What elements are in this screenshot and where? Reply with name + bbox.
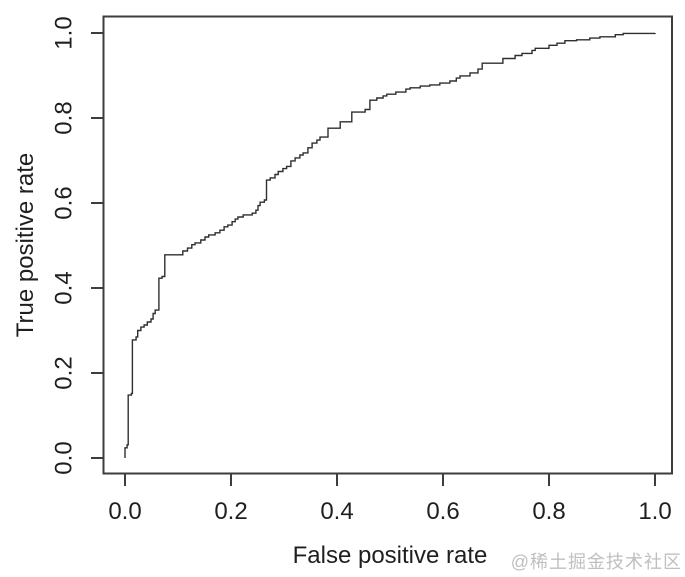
y-tick-label: 0.8 [51, 101, 78, 134]
x-tick-label: 0.4 [320, 498, 353, 525]
x-tick-label: 1.0 [638, 498, 671, 525]
watermark-text: @稀土掘金技术社区 [510, 552, 682, 572]
y-tick-label: 1.0 [51, 16, 78, 49]
x-tick-label: 0.2 [214, 498, 247, 525]
y-axis-title: True positive rate [12, 152, 39, 338]
y-tick-label: 0.4 [51, 271, 78, 304]
x-tick-label: 0.8 [532, 498, 565, 525]
y-tick-label: 0.6 [51, 186, 78, 219]
x-axis-title: False positive rate [292, 542, 488, 569]
y-tick-label: 0.2 [51, 356, 78, 389]
x-tick-label: 0.6 [426, 498, 459, 525]
roc-curve [124, 32, 656, 458]
plot-box [102, 15, 673, 475]
y-tick-label: 0.0 [51, 441, 78, 474]
x-tick-label: 0.0 [108, 498, 141, 525]
